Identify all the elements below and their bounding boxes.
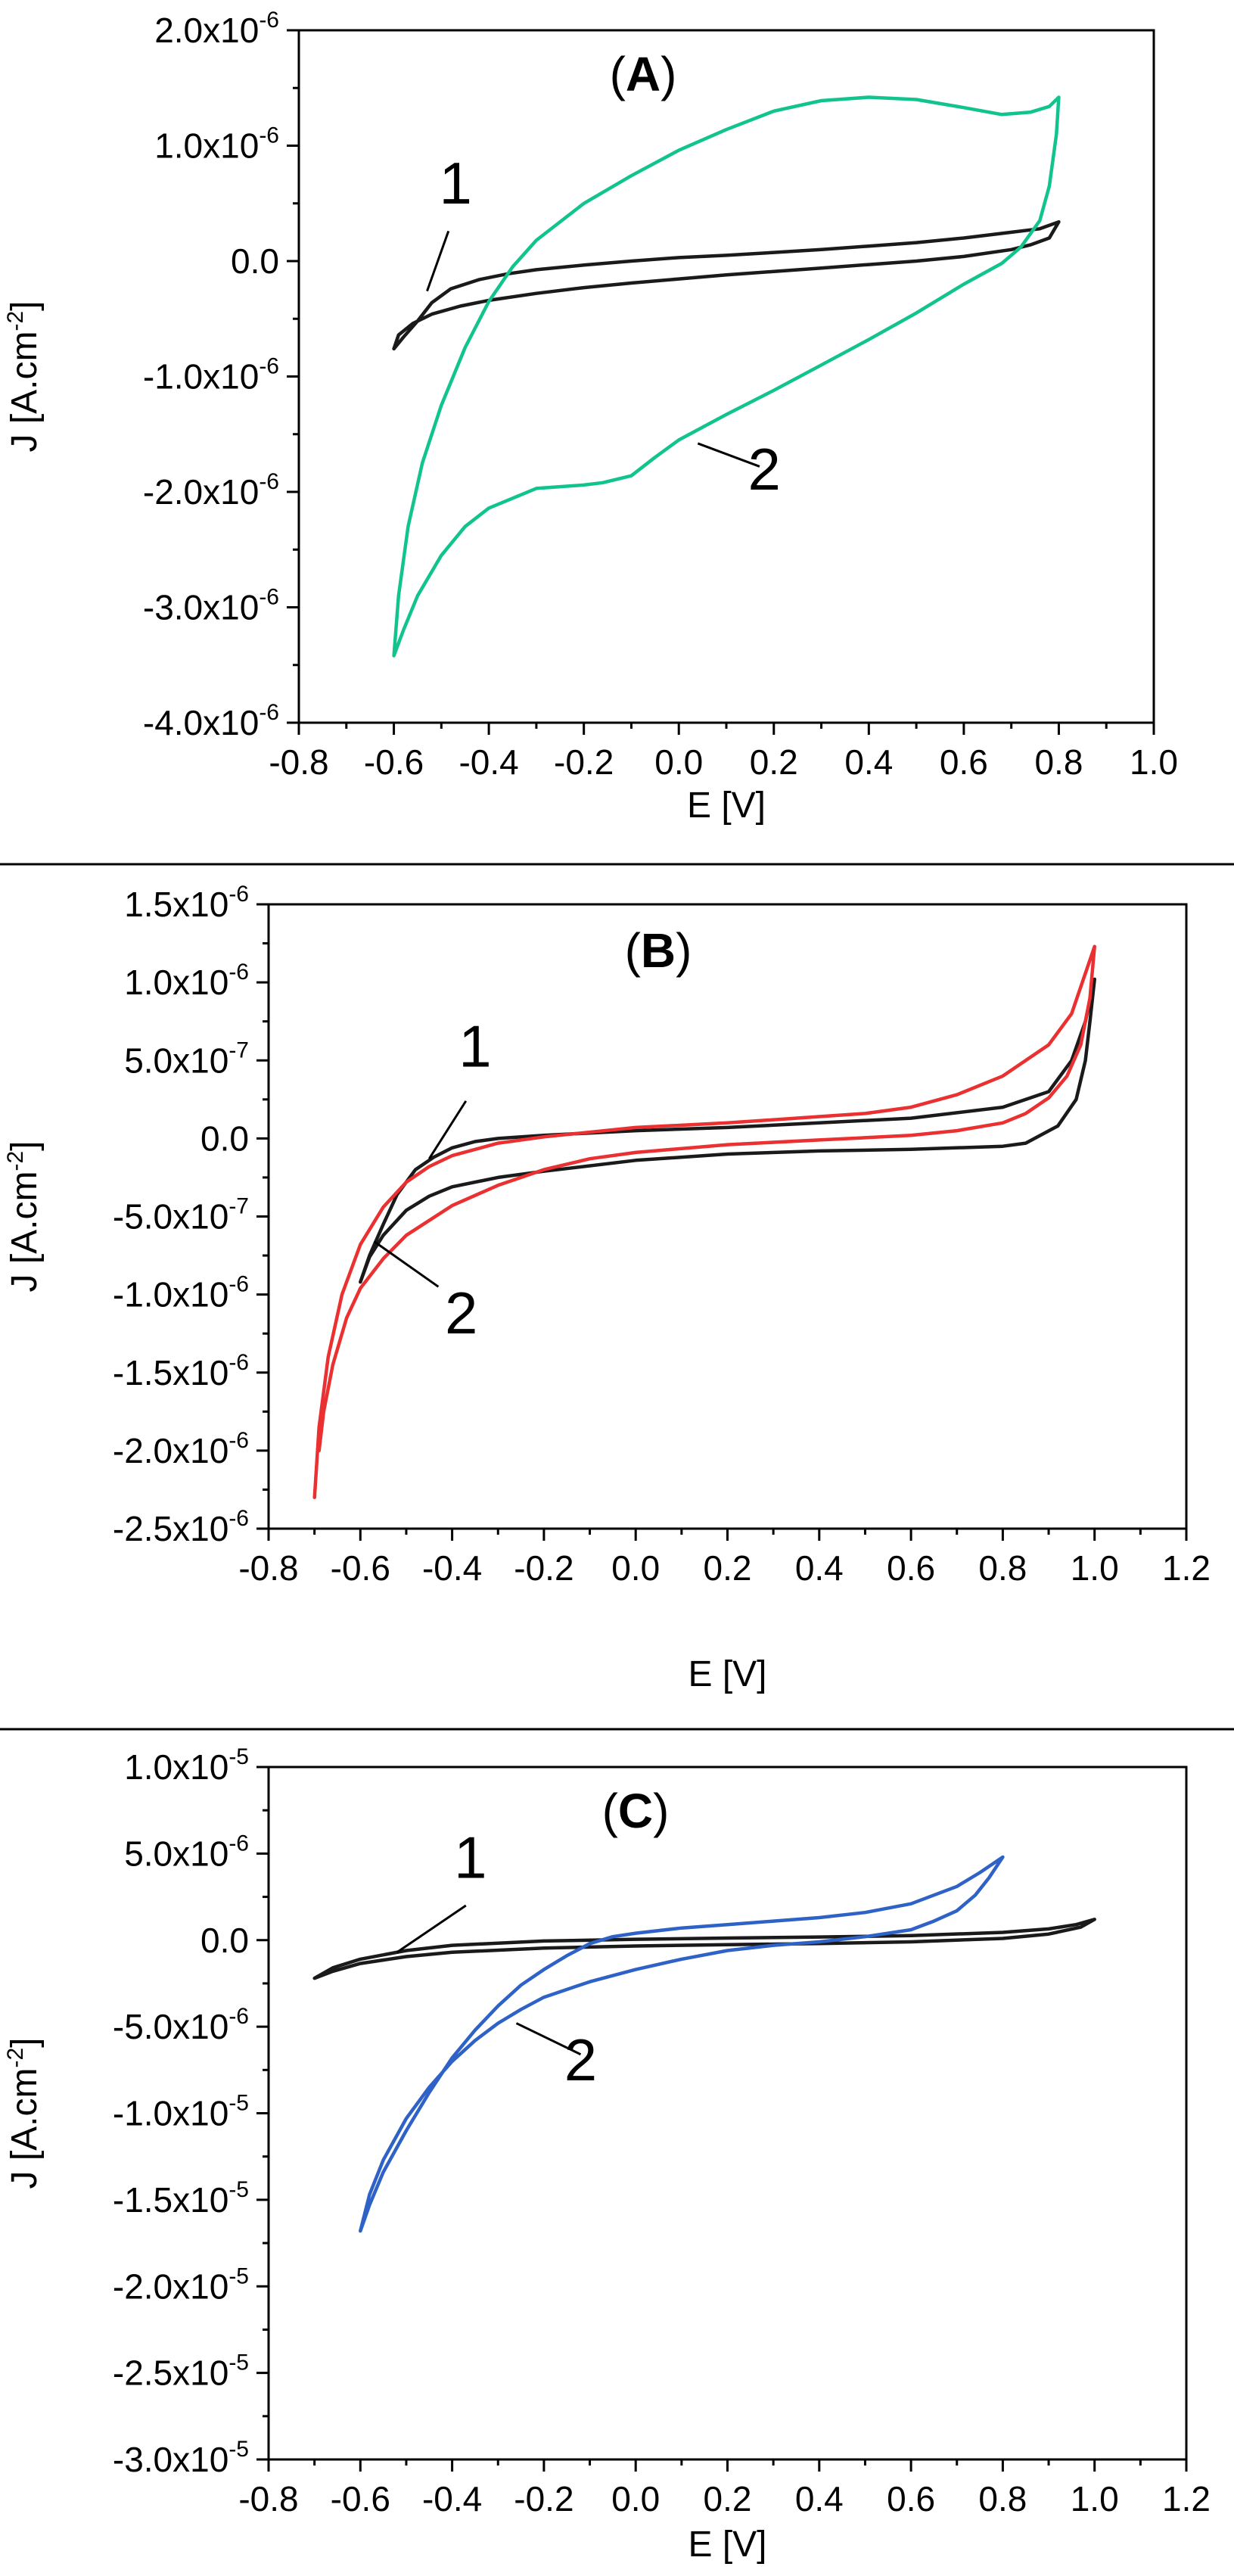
x-tick-label: 0.6: [887, 2479, 935, 2518]
x-tick-label: 0.8: [978, 1548, 1027, 1588]
x-tick-label: 0.4: [795, 2479, 844, 2518]
series-2-curve: [392, 95, 1061, 658]
curve-label-1: 1: [458, 1013, 491, 1080]
panel-title: (A): [610, 47, 677, 101]
panel-c: -0.8 -0.6 -0.4 -0.2 0.0 0.2 0.4 0.6 0.8 1.0 1.2 1.0…: [3, 1744, 1211, 2565]
y-tick-label: 1.0x10-6: [154, 123, 279, 166]
panel-title: (B): [625, 923, 692, 978]
x-tick-label: 0.2: [750, 742, 798, 782]
x-tick-label: -0.4: [422, 1548, 482, 1588]
y-tick-label: -2.5x10-5: [113, 2350, 249, 2393]
curve-label-1: 1: [454, 1824, 486, 1890]
panel-b: -0.8 -0.6 -0.4 -0.2 0.0 0.2 0.4 0.6 0.8 1.0 1.2 1.5…: [3, 882, 1211, 1694]
series-2-curve: [312, 944, 1096, 1500]
curve-label-leader: [515, 2022, 582, 2056]
curve-label-2: 2: [748, 436, 781, 502]
series-1-curve: [312, 1918, 1096, 1980]
x-tick-label: 0.4: [795, 1548, 844, 1588]
x-tick-label: 0.0: [611, 2479, 660, 2518]
x-tick-label: -0.8: [269, 742, 328, 782]
y-tick-label: -2.0x10-6: [113, 1428, 249, 1470]
y-tick-label: -1.0x10-6: [143, 354, 279, 397]
y-tick-label: -3.0x10-5: [113, 2437, 249, 2479]
x-tick-label: 1.2: [1162, 1548, 1211, 1588]
x-tick-label: -0.2: [554, 742, 614, 782]
x-tick-label: 0.8: [1034, 742, 1083, 782]
curve-label-2: 2: [445, 1280, 477, 1346]
y-tick-label: 1.0x10-5: [124, 1744, 249, 1787]
x-tick-label: -0.6: [364, 742, 424, 782]
curve-label-leader: [426, 230, 450, 292]
curve-label-leader: [373, 1240, 440, 1288]
curve-label-leader: [697, 442, 760, 468]
x-tick-label: 1.0: [1130, 742, 1178, 782]
y-tick-label: 1.5x10-6: [124, 882, 249, 924]
x-tick-label: 1.0: [1071, 1548, 1119, 1588]
y-tick-label: 1.0x10-6: [124, 960, 249, 1002]
y-tick-label: -2.0x10-5: [113, 2263, 249, 2306]
x-axis-title: E [V]: [688, 2525, 766, 2565]
panel-title: (C): [602, 1784, 670, 1838]
y-axis-title: J [A.cm-2]: [3, 300, 45, 452]
x-tick-label: 0.6: [940, 742, 988, 782]
y-tick-label: 0.0: [200, 1118, 249, 1158]
x-tick-label: -0.4: [422, 2479, 482, 2518]
y-tick-label: -1.5x10-5: [113, 2177, 249, 2220]
x-tick-label: -0.8: [238, 1548, 298, 1588]
y-axis-title: J [A.cm-2]: [3, 2037, 45, 2189]
y-tick-label: 5.0x10-6: [124, 1831, 249, 1873]
y-tick-label: -2.5x10-6: [113, 1506, 249, 1548]
curve-label-2: 2: [564, 2027, 597, 2093]
curve-label-1: 1: [439, 150, 471, 216]
y-tick-label: -4.0x10-6: [143, 700, 279, 742]
plot-frame: [267, 1766, 1188, 2461]
x-tick-label: -0.8: [238, 2479, 298, 2518]
curve-label-leader: [428, 1100, 468, 1159]
series-1-curve: [359, 977, 1096, 1284]
y-tick-label: -2.0x10-6: [143, 469, 279, 512]
y-tick-label: -1.5x10-6: [113, 1350, 249, 1392]
y-tick-label: -5.0x10-6: [113, 2004, 249, 2046]
y-tick-label: 5.0x10-7: [124, 1038, 249, 1080]
series-1-curve: [392, 219, 1061, 351]
x-tick-label: 0.2: [704, 2479, 752, 2518]
x-tick-label: -0.6: [331, 1548, 390, 1588]
x-tick-label: 0.8: [978, 2479, 1027, 2518]
y-tick-label: -1.0x10-6: [113, 1272, 249, 1314]
y-tick-label: -3.0x10-6: [143, 585, 279, 627]
y-tick-label: 0.0: [200, 1921, 249, 1960]
curve-label-leader: [396, 1904, 467, 1954]
y-tick-label: -1.0x10-5: [113, 2091, 249, 2133]
plot-frame: [267, 903, 1188, 1530]
x-tick-label: -0.6: [331, 2479, 390, 2518]
x-tick-label: 0.6: [887, 1548, 935, 1588]
x-tick-label: 0.2: [704, 1548, 752, 1588]
x-axis-title: E [V]: [687, 786, 766, 826]
x-tick-label: 1.0: [1071, 2479, 1119, 2518]
y-tick-label: 2.0x10-6: [154, 8, 279, 50]
x-axis-title: E [V]: [688, 1654, 766, 1694]
series-2-curve: [359, 1855, 1005, 2233]
x-tick-label: 0.4: [844, 742, 893, 782]
plot-frame: [297, 29, 1155, 724]
x-tick-label: 1.2: [1162, 2479, 1211, 2518]
x-tick-label: -0.2: [514, 2479, 573, 2518]
x-tick-label: 0.0: [654, 742, 703, 782]
x-tick-label: -0.2: [514, 1548, 573, 1588]
x-tick-label: 0.0: [611, 1548, 660, 1588]
y-tick-label: 0.0: [231, 241, 279, 281]
y-axis-title: J [A.cm-2]: [3, 1140, 45, 1292]
y-tick-label: -5.0x10-7: [113, 1194, 249, 1237]
panel-a: -0.8 -0.6 -0.4 -0.2 0.0 0.2 0.4 0.6 0.8 1.0 2.0x10…: [3, 8, 1178, 826]
x-tick-label: -0.4: [458, 742, 518, 782]
